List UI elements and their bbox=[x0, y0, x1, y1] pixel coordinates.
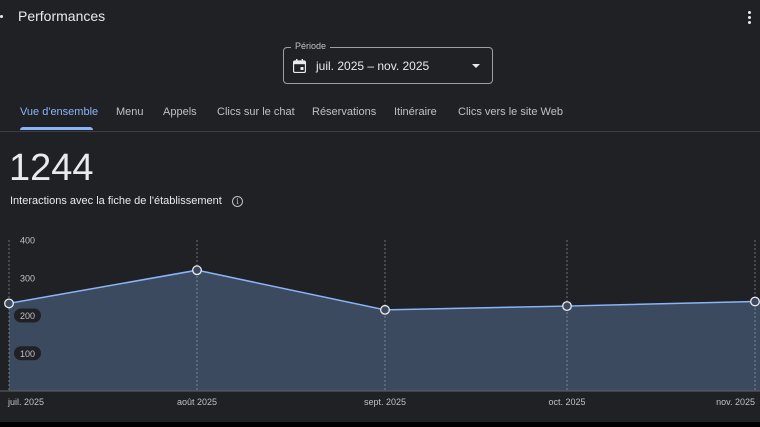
tab-website-clicks[interactable]: Clics vers le site Web bbox=[458, 106, 563, 118]
x-tick-label: juil. 2025 bbox=[7, 397, 44, 407]
y-tick-pill-200 bbox=[14, 308, 41, 323]
y-tick-label: 200 bbox=[20, 311, 35, 321]
data-point-4 bbox=[750, 296, 760, 307]
x-tick-label: sept. 2025 bbox=[364, 397, 406, 407]
data-point-1 bbox=[192, 265, 202, 276]
calendar-icon bbox=[293, 59, 306, 73]
bottom-strip bbox=[0, 422, 760, 427]
x-tick-label: nov. 2025 bbox=[716, 397, 755, 407]
x-tick-label: août 2025 bbox=[177, 397, 217, 407]
metric-value: 1244 bbox=[9, 147, 94, 189]
y-tick-label: 100 bbox=[20, 349, 35, 359]
data-point-2 bbox=[380, 304, 390, 315]
area-fill bbox=[9, 270, 760, 391]
data-point-3 bbox=[562, 301, 572, 312]
tab-overview[interactable]: Vue d'ensemble bbox=[20, 106, 99, 118]
x-tick-label: oct. 2025 bbox=[548, 397, 585, 407]
period-selector[interactable]: Période juil. 2025 – nov. 2025 bbox=[283, 41, 493, 84]
y-tick-pill-100 bbox=[14, 346, 41, 361]
tab-chat-clicks[interactable]: Clics sur le chat bbox=[217, 106, 295, 118]
data-point-0 bbox=[4, 298, 14, 309]
back-arrow-icon[interactable] bbox=[0, 15, 3, 18]
active-tab-indicator bbox=[20, 127, 93, 130]
page-title: Performances bbox=[18, 8, 106, 24]
period-label: Période bbox=[291, 41, 331, 51]
tab-calls[interactable]: Appels bbox=[163, 106, 197, 118]
period-value: juil. 2025 – nov. 2025 bbox=[316, 59, 430, 73]
interactions-chart: 100 200 300 400 juil. 2025 août 2025 sept. 202… bbox=[0, 236, 760, 407]
dropdown-caret-icon bbox=[472, 64, 480, 68]
y-tick-label: 300 bbox=[20, 273, 35, 283]
tab-bar: Vue d'ensemble Menu Appels Clics sur le … bbox=[0, 99, 760, 132]
more-vert-icon[interactable] bbox=[744, 9, 754, 27]
metric-label: Interactions avec la fiche de l'établiss… bbox=[10, 195, 222, 207]
tab-directions[interactable]: Itinéraire bbox=[394, 106, 437, 118]
info-icon[interactable]: i bbox=[232, 196, 243, 207]
tab-reservations[interactable]: Réservations bbox=[312, 106, 377, 118]
y-tick-label: 400 bbox=[20, 236, 35, 246]
tab-menu[interactable]: Menu bbox=[116, 106, 144, 118]
